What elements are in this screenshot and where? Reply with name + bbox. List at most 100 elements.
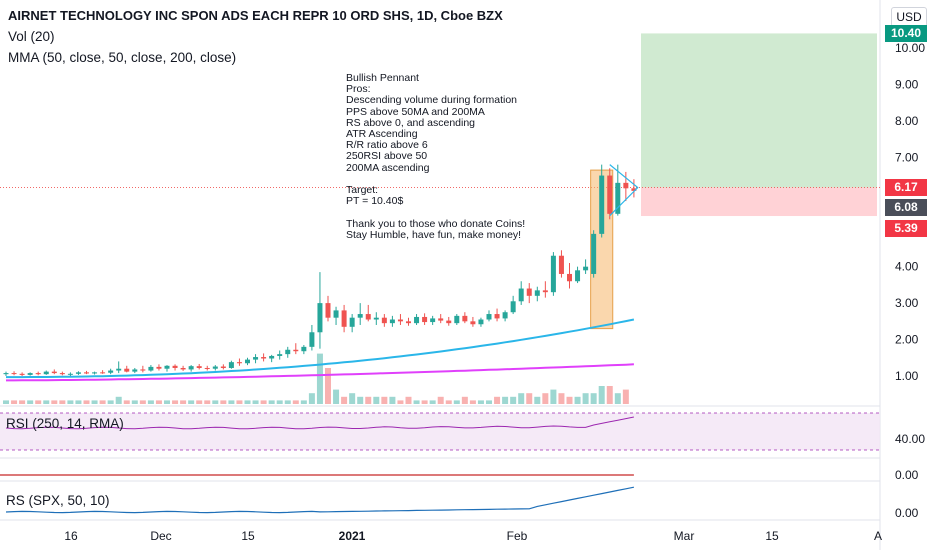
candle-body — [607, 175, 613, 214]
candle-body — [422, 316, 428, 323]
candle-body — [631, 188, 637, 191]
volume-bar — [188, 400, 195, 404]
candle-body — [414, 316, 420, 324]
candle-body — [575, 270, 581, 282]
volume-legend[interactable]: Vol (20) — [8, 29, 55, 44]
candle-body — [228, 362, 234, 368]
stop-zone — [641, 187, 877, 217]
candle-body — [204, 367, 210, 369]
candle-body — [253, 357, 259, 360]
pane-tick-label: 0.00 — [895, 468, 919, 482]
volume-bar — [381, 396, 388, 404]
volume-bar — [429, 400, 436, 404]
candle-body — [591, 233, 597, 274]
candle-body — [542, 290, 548, 293]
volume-bar — [598, 386, 605, 404]
candle-body — [285, 349, 291, 355]
volume-bar — [622, 389, 629, 404]
candle-body — [567, 273, 572, 282]
candle-body — [35, 373, 41, 375]
volume-bar — [139, 400, 146, 404]
volume-bar — [35, 400, 42, 404]
volume-bar — [155, 400, 162, 404]
candle-body — [156, 366, 162, 369]
volume-bar — [413, 400, 420, 404]
candle-body — [180, 367, 186, 370]
candle-body — [534, 290, 540, 296]
candle-body — [172, 365, 178, 368]
candle-body — [341, 310, 347, 327]
candle-body — [325, 303, 331, 318]
volume-bar — [27, 400, 34, 404]
candle-body — [389, 319, 395, 324]
time-tick-label: A — [874, 529, 882, 543]
volume-bar — [325, 368, 331, 404]
time-tick-label: 15 — [241, 529, 255, 543]
volume-bar — [566, 396, 573, 404]
candle-body — [164, 365, 170, 369]
volume-bar — [373, 396, 380, 404]
volume-bar — [357, 396, 364, 404]
volume-bar — [107, 400, 114, 404]
candle-body — [462, 315, 468, 322]
volume-bar — [75, 400, 82, 404]
candle-body — [599, 175, 605, 234]
price-tick-label: 8.00 — [895, 114, 919, 128]
candle-body — [478, 319, 484, 325]
pane-tick-label: 0.00 — [895, 506, 919, 520]
volume-bar — [486, 400, 492, 404]
candle-body — [67, 373, 73, 375]
currency-selector[interactable]: USD — [891, 7, 927, 27]
volume-bar — [3, 400, 9, 404]
candle-body — [502, 312, 508, 319]
candle-body — [309, 332, 315, 347]
rsi-legend[interactable]: RSI (250, 14, RMA) — [6, 416, 124, 431]
candle-body — [100, 372, 106, 374]
candle-body — [75, 372, 81, 374]
rs-line — [5, 486, 635, 514]
symbol-title: AIRNET TECHNOLOGY INC SPON ADS EACH REPR… — [8, 8, 503, 23]
rs-legend[interactable]: RS (SPX, 50, 10) — [6, 493, 110, 508]
candle-body — [11, 373, 17, 375]
candle-body — [430, 318, 436, 323]
candle-body — [116, 368, 122, 371]
candle-body — [43, 371, 49, 375]
ma50-line — [6, 318, 635, 379]
volume-bar — [83, 400, 90, 404]
volume-bar — [316, 353, 323, 404]
rsi-line — [5, 416, 634, 430]
candle-body — [349, 317, 355, 327]
candle-body — [92, 372, 98, 374]
volume-bar — [405, 396, 412, 404]
volume-bar — [131, 400, 138, 404]
volume-bar — [196, 400, 203, 404]
candle-body — [510, 301, 516, 313]
candle-body — [454, 315, 460, 324]
candle-body — [365, 314, 371, 320]
volume-bar — [453, 400, 460, 404]
volume-bar — [437, 396, 444, 404]
volume-bar — [236, 400, 243, 404]
volume-bar — [43, 400, 50, 404]
volume-bar — [469, 400, 476, 404]
volume-bar — [550, 389, 557, 404]
time-tick-label: Dec — [150, 529, 171, 543]
price-tick-label: 7.00 — [895, 150, 919, 164]
volume-bar — [574, 396, 581, 404]
volume-bar — [11, 400, 18, 404]
volume-bar — [91, 400, 98, 404]
time-tick-label: 2021 — [339, 529, 366, 543]
volume-bar — [614, 393, 621, 404]
candle-body — [27, 373, 33, 375]
price-tick-label: 9.00 — [895, 77, 919, 91]
mma-legend[interactable]: MMA (50, close, 50, close, 200, close) — [8, 50, 237, 65]
volume-bar — [244, 400, 251, 404]
candle-body — [51, 371, 57, 374]
volume-bar — [252, 400, 259, 404]
volume-bar — [284, 400, 291, 404]
volume-bar — [606, 386, 613, 404]
volume-bar — [147, 400, 154, 404]
volume-bar — [397, 400, 404, 404]
candle-body — [19, 373, 25, 375]
